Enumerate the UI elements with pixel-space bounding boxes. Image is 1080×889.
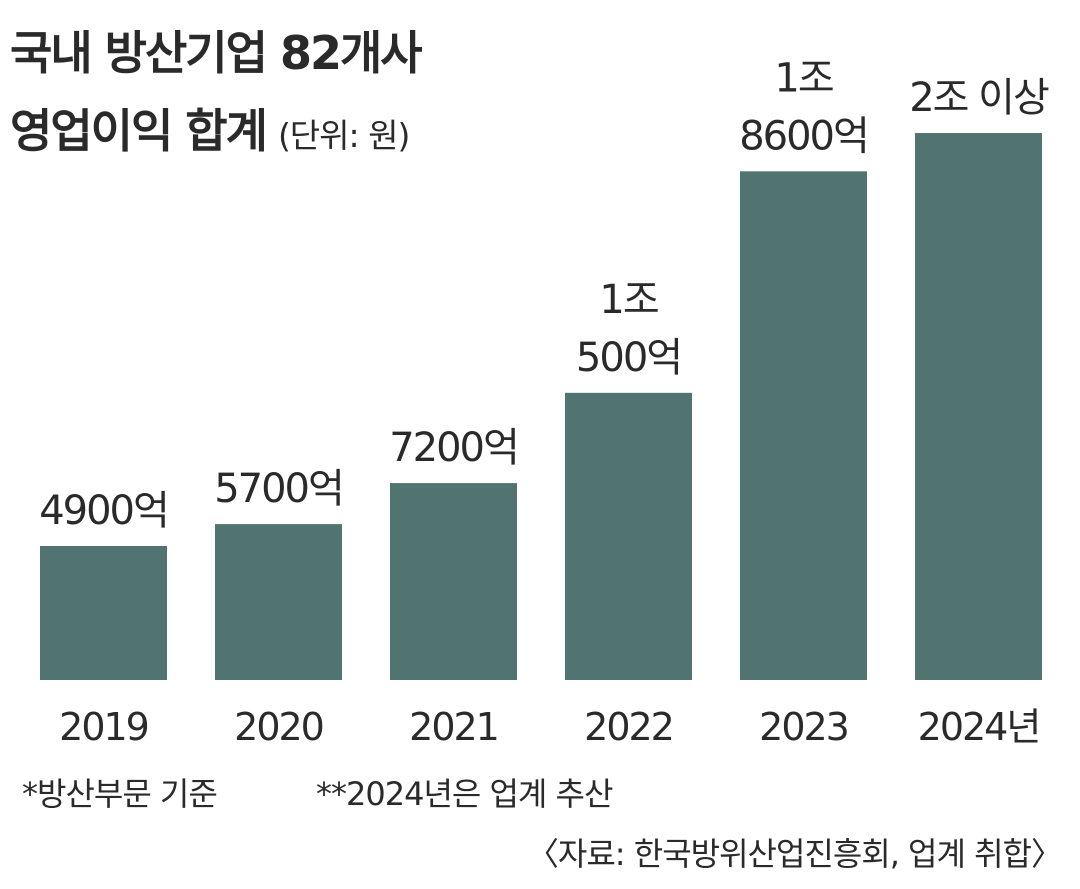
unit-label: (단위: 원) (277, 116, 410, 155)
data-label-2024년-1: 2조 이상 (909, 75, 1049, 121)
category-label-2022: 2022 (584, 705, 673, 749)
title-line-2-text: 영업이익 합계 (10, 104, 268, 158)
data-label-2020-1: 5700억 (214, 466, 343, 512)
data-label-2019-1: 4900억 (39, 488, 168, 534)
bar-2022 (565, 392, 692, 680)
category-label-2019: 2019 (59, 705, 148, 749)
footnote-basis: *방산부문 기준 (22, 775, 218, 813)
footnote-estimate: **2024년은 업계 추산 (316, 775, 613, 813)
bar-2020 (215, 524, 342, 680)
data-label-2023-2: 8600억 (739, 113, 868, 159)
data-label-2023-1: 1조 (774, 55, 832, 101)
category-label-2021: 2021 (409, 705, 498, 749)
category-label-2024년: 2024년 (918, 705, 1040, 749)
bar-2024년 (915, 133, 1042, 680)
bar-2019 (40, 545, 167, 680)
data-label-2021-1: 7200억 (389, 425, 518, 471)
data-label-2022-1: 1조 (599, 277, 657, 323)
category-label-2020: 2020 (234, 705, 323, 749)
title-line-1: 국내 방산기업 82개사 (10, 26, 423, 80)
bar-2021 (390, 483, 517, 680)
title-line-2: 영업이익 합계 (단위: 원) (10, 108, 410, 155)
source-credit: 〈자료: 한국방위산업진흥회, 업계 취합〉 (526, 835, 1063, 873)
category-label-2023: 2023 (759, 705, 848, 749)
bar-2023 (740, 171, 867, 680)
data-label-2022-2: 500억 (576, 335, 681, 381)
